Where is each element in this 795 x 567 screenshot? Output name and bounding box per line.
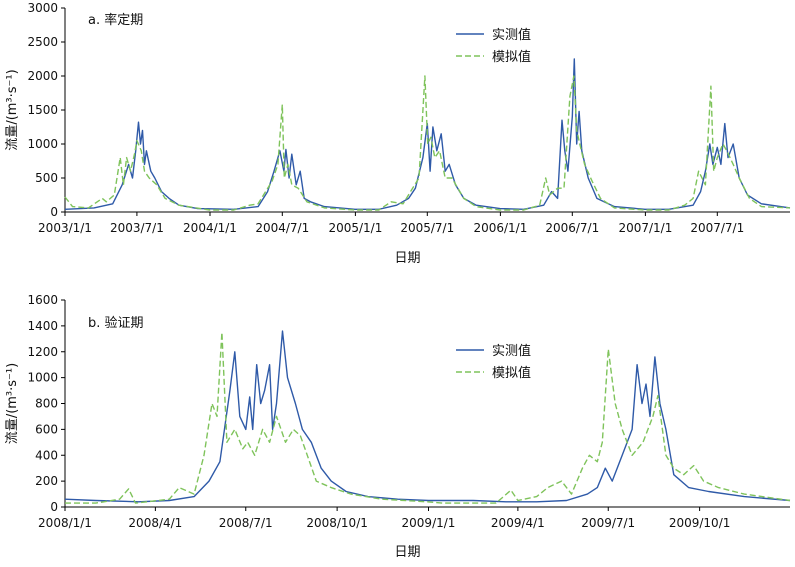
x-tick-label: 2008/10/1	[306, 516, 368, 530]
x-tick-label: 2009/1/1	[402, 516, 456, 530]
series-line-simulated	[64, 75, 791, 211]
y-tick-label: 1600	[27, 293, 58, 307]
x-tick-label: 2005/1/1	[328, 221, 382, 235]
legend-label-observed: 实测值	[492, 27, 531, 43]
x-tick-label: 2004/7/1	[255, 221, 309, 235]
chart-panel-b: 0 200 400 600 800 1000 1200 1400 1600 2008/1/1 200…	[5, 293, 791, 560]
legend-label-simulated: 模拟值	[492, 49, 531, 65]
legend-label-observed: 实测值	[492, 343, 531, 359]
y-tick-label: 3000	[27, 1, 58, 15]
y-tick-label: 1400	[27, 319, 58, 333]
x-axis-label: 日期	[394, 545, 420, 560]
x-tick-label: 2009/10/1	[669, 516, 731, 530]
y-tick-label: 800	[35, 397, 58, 411]
series-line-observed	[64, 58, 791, 210]
x-tick-label: 2007/7/1	[690, 221, 744, 235]
y-tick-label: 1200	[27, 345, 58, 359]
chart-panel-a: 0 500 1000 1500 2000 2500 3000 2003/1/1 2003/7/1…	[5, 1, 791, 266]
x-tick-label: 2003/1/1	[38, 221, 92, 235]
x-tick-label: 2006/1/1	[473, 221, 527, 235]
x-tick-label: 2008/1/1	[38, 516, 92, 530]
y-tick-label: 1500	[27, 103, 58, 117]
series-line-observed	[64, 330, 791, 503]
panel-title: b. 验证期	[88, 315, 144, 331]
y-tick-label: 500	[35, 171, 58, 185]
x-tick-label: 2006/7/1	[545, 221, 599, 235]
y-tick-label: 400	[35, 448, 58, 462]
legend-label-simulated: 模拟值	[492, 365, 531, 381]
y-axis-label: 流量/(m³·s⁻¹)	[5, 69, 20, 150]
y-tick-label: 0	[50, 500, 58, 514]
y-tick-label: 1000	[27, 371, 58, 385]
x-tick-label: 2005/7/1	[400, 221, 454, 235]
panel-title: a. 率定期	[88, 12, 143, 28]
y-tick-label: 2000	[27, 69, 58, 83]
series-line-simulated	[65, 331, 791, 504]
x-tick-label: 2003/7/1	[110, 221, 164, 235]
x-tick-label: 2009/7/1	[581, 516, 635, 530]
y-tick-label: 600	[35, 422, 58, 436]
y-tick-label: 1000	[27, 137, 58, 151]
x-tick-label: 2007/1/1	[618, 221, 672, 235]
x-tick-label: 2004/1/1	[183, 221, 237, 235]
x-tick-label: 2009/4/1	[491, 516, 545, 530]
x-axis-label: 日期	[394, 251, 420, 266]
x-tick-label: 2008/4/1	[128, 516, 182, 530]
y-tick-label: 2500	[27, 35, 58, 49]
y-tick-label: 0	[50, 205, 58, 219]
y-axis-label: 流量/(m³·s⁻¹)	[5, 363, 20, 444]
y-tick-label: 200	[35, 474, 58, 488]
x-tick-label: 2008/7/1	[219, 516, 273, 530]
